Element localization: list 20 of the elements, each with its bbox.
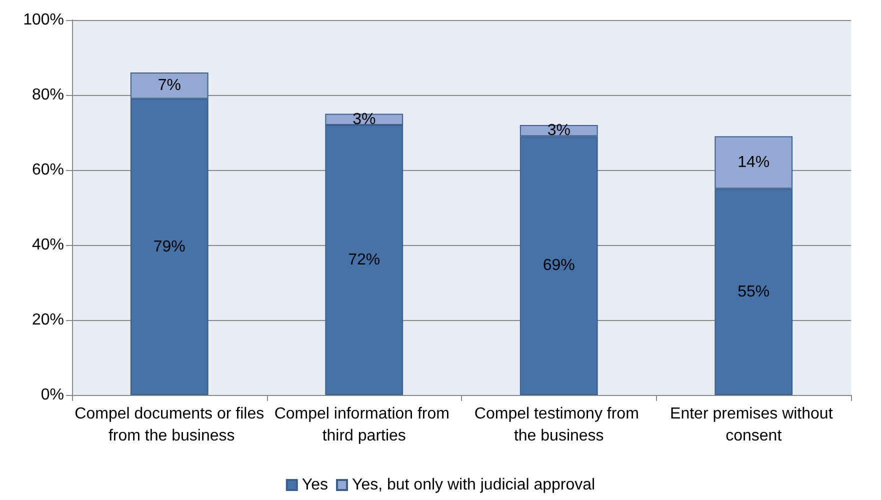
y-tick-label: 0% bbox=[40, 386, 64, 404]
x-tick-label: Compel testimony from the business bbox=[474, 406, 644, 444]
y-tick-label: 100% bbox=[23, 12, 64, 28]
x-tick-label: Compel documents or files from the business bbox=[74, 406, 264, 444]
data-label: 72% bbox=[348, 252, 380, 268]
y-tick-label: 20% bbox=[32, 312, 64, 328]
data-label: 7% bbox=[158, 77, 181, 94]
data-label: 55% bbox=[738, 283, 770, 300]
x-tick-label: Enter premises without consent bbox=[670, 406, 838, 444]
data-label: 69% bbox=[542, 257, 575, 274]
data-label: 14% bbox=[738, 154, 770, 171]
data-label: 3% bbox=[352, 110, 376, 128]
x-tick-label: Compel information from third parties bbox=[274, 406, 454, 444]
data-label: 3% bbox=[547, 122, 570, 140]
legend-label: Yes, but only with judicial approval bbox=[352, 476, 596, 494]
y-tick-label: 40% bbox=[32, 236, 64, 254]
y-tick-label: 80% bbox=[32, 86, 64, 104]
y-tick-label: 60% bbox=[32, 162, 64, 178]
legend-label: Yes bbox=[302, 476, 328, 494]
data-label: 79% bbox=[153, 238, 186, 256]
